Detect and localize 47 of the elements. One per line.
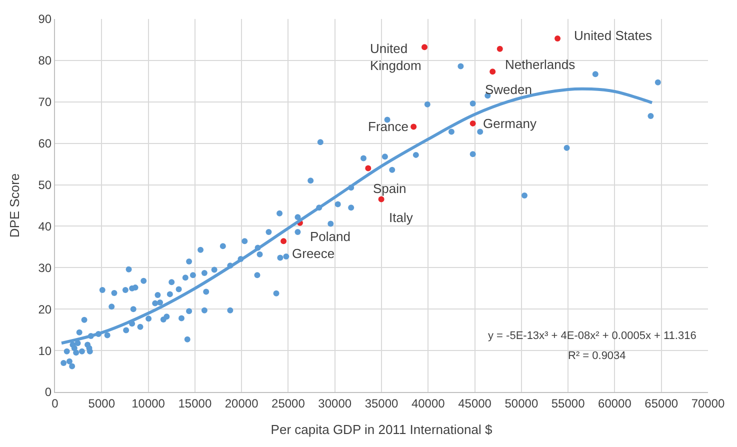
y-axis-title: DPE Score [7, 173, 22, 238]
x-tick-label: 55000 [551, 396, 586, 410]
y-tick-label: 90 [38, 12, 52, 26]
point [470, 120, 476, 126]
x-tick-label: 65000 [644, 396, 678, 410]
x-tick-label: 5000 [88, 396, 116, 410]
y-tick-label: 20 [38, 302, 52, 316]
annotation: R² = 0.9034 [568, 350, 626, 362]
annotation: Poland [310, 229, 350, 244]
y-tick-label: 40 [38, 219, 52, 234]
point [422, 44, 428, 50]
y-tick-label: 50 [38, 178, 52, 192]
annotation: United States [574, 28, 653, 43]
annotation: y = -5E-13x³ + 4E-08x² + 0.0005x + 11.316 [488, 330, 696, 342]
y-tick-label: 60 [38, 136, 52, 151]
annotation: Sweden [485, 82, 532, 97]
x-tick-label: 70000 [691, 396, 726, 410]
y-tick-label: 30 [38, 260, 52, 275]
y-tick-label: 10 [38, 344, 52, 358]
x-tick-label: 35000 [364, 396, 399, 410]
x-tick-label: 20000 [224, 396, 259, 410]
x-tick-label: 50000 [504, 396, 538, 410]
annotation: Netherlands [505, 57, 576, 72]
annotation: Italy [389, 210, 414, 225]
point [280, 238, 287, 244]
x-tick-label: 10000 [132, 396, 166, 410]
x-tick-label: 60000 [598, 396, 632, 410]
y-tick-label: 80 [38, 54, 52, 68]
x-tick-label: 40000 [411, 396, 446, 410]
point [378, 196, 384, 202]
point [496, 46, 503, 52]
annotation: Greece [292, 246, 335, 261]
point [410, 124, 417, 130]
annotation: Spain [373, 181, 406, 196]
x-tick-label: 25000 [272, 396, 306, 410]
annotation: France [368, 119, 408, 134]
point [365, 165, 372, 172]
annotation: United Kingdom [370, 41, 422, 73]
y-tick-label: 0 [44, 385, 52, 400]
x-tick-label: 30000 [318, 396, 352, 410]
point [490, 68, 496, 75]
annotation: Germany [483, 116, 537, 131]
x-axis-title: Per capita GDP in 2011 International $ [270, 422, 493, 437]
x-tick-label: 15000 [178, 396, 212, 410]
x-tick-label: 45000 [458, 396, 492, 410]
point [554, 35, 561, 42]
y-tick-label: 70 [38, 95, 52, 110]
